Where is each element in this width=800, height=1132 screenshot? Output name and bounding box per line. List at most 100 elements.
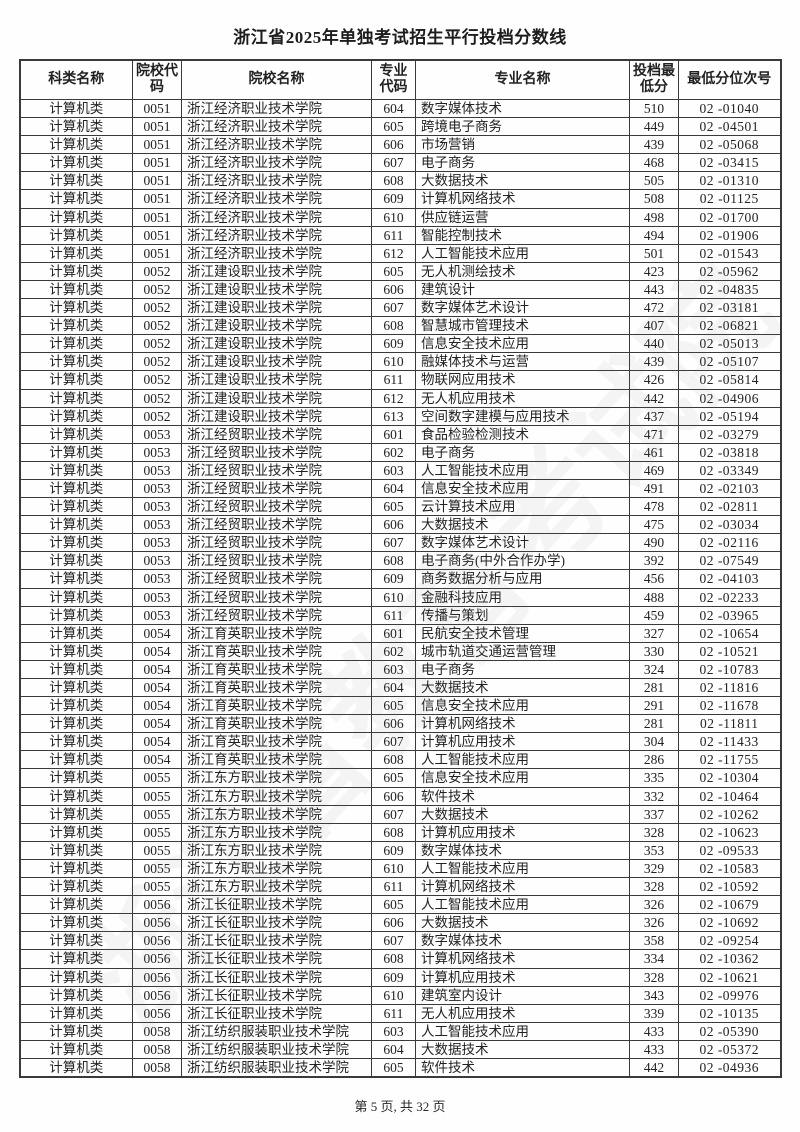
cell-college-code: 0053 [132,424,182,444]
cell-college-name: 浙江育英职业技术学院 [181,677,372,698]
cell-major-name: 计算机应用技术 [415,967,630,987]
cell-college-name: 浙江长征职业技术学院 [181,931,372,951]
cell-min-score: 433 [629,1039,679,1059]
cell-college-name: 浙江长征职业技术学院 [181,895,372,915]
cell-college-code: 0054 [132,659,182,680]
cell-major-name: 传播与策划 [415,605,630,625]
cell-min-rank: 02 -04906 [678,388,781,408]
table-row: 计算机类 0052 浙江建设职业技术学院 612 无人机应用技术 442 02 -04906 [19,388,781,408]
cell-major-code: 603 [371,1021,416,1041]
cell-min-score: 472 [629,298,679,318]
cell-category: 计算机类 [19,623,133,643]
cell-major-name: 计算机网络技术 [415,189,630,209]
cell-min-rank: 02 -10464 [678,786,781,806]
header-min-score: 投档最低分 [629,59,679,100]
cell-college-code: 0054 [132,732,182,752]
cell-major-code: 611 [371,370,416,390]
table-row: 计算机类 0054 浙江育英职业技术学院 602 城市轨道交通运营管理 330 02 -10… [19,641,781,661]
cell-min-rank: 02 -05107 [678,352,781,372]
cell-min-rank: 02 -07549 [678,551,781,571]
cell-min-rank: 02 -03818 [678,442,781,462]
cell-college-code: 0056 [132,895,182,915]
cell-major-name: 大数据技术 [415,913,630,933]
cell-major-code: 610 [371,858,416,879]
cell-category: 计算机类 [19,388,133,408]
cell-min-score: 339 [629,1003,679,1023]
cell-college-code: 0052 [132,298,182,318]
cell-college-name: 浙江长征职业技术学院 [181,1003,372,1023]
cell-major-code: 612 [371,243,416,263]
cell-min-rank: 02 -01310 [678,171,781,191]
cell-college-name: 浙江经济职业技术学院 [181,98,372,119]
cell-major-name: 大数据技术 [415,1039,630,1059]
cell-major-code: 607 [371,298,416,318]
cell-college-code: 0053 [132,533,182,553]
table-row: 计算机类 0054 浙江育英职业技术学院 603 电子商务 324 02 -10783 [19,659,781,680]
cell-major-code: 607 [371,931,416,951]
cell-min-rank: 02 -10783 [678,659,781,680]
cell-major-code: 602 [371,641,416,661]
cell-college-code: 0053 [132,569,182,589]
cell-college-code: 0053 [132,478,182,499]
table-row: 计算机类 0053 浙江经贸职业技术学院 604 信息安全技术应用 491 02 -0210… [19,478,781,499]
table-row: 计算机类 0056 浙江长征职业技术学院 607 数字媒体技术 358 02 -09254 [19,931,781,951]
cell-college-code: 0055 [132,822,182,842]
cell-category: 计算机类 [19,551,133,571]
cell-min-score: 490 [629,533,679,553]
cell-major-code: 610 [371,207,416,227]
table-row: 计算机类 0051 浙江经济职业技术学院 610 供应链运营 498 02 -01700 [19,207,781,227]
cell-category: 计算机类 [19,1003,133,1023]
cell-min-score: 471 [629,424,679,444]
cell-min-score: 407 [629,316,679,336]
header-category: 科类名称 [19,59,133,100]
cell-major-code: 606 [371,279,416,300]
cell-major-name: 供应链运营 [415,207,630,227]
table-row: 计算机类 0053 浙江经贸职业技术学院 608 电子商务(中外合作办学) 392 02 -… [19,551,781,571]
table-row: 计算机类 0055 浙江东方职业技术学院 611 计算机网络技术 328 02 -10592 [19,877,781,897]
cell-major-code: 602 [371,442,416,462]
cell-category: 计算机类 [19,1039,133,1059]
cell-category: 计算机类 [19,189,133,209]
cell-min-score: 439 [629,352,679,372]
table-row: 计算机类 0051 浙江经济职业技术学院 611 智能控制技术 494 02 -01906 [19,225,781,245]
cell-category: 计算机类 [19,786,133,806]
cell-major-code: 611 [371,877,416,897]
cell-min-rank: 02 -01700 [678,207,781,227]
cell-major-name: 人工智能技术应用 [415,895,630,915]
cell-college-name: 浙江东方职业技术学院 [181,840,372,860]
cell-college-code: 0051 [132,98,182,119]
cell-category: 计算机类 [19,677,133,698]
cell-min-score: 358 [629,931,679,951]
table-row: 计算机类 0053 浙江经贸职业技术学院 606 大数据技术 475 02 -03034 [19,515,781,535]
cell-major-code: 606 [371,786,416,806]
cell-college-code: 0053 [132,587,182,607]
cell-college-code: 0051 [132,225,182,245]
cell-major-code: 608 [371,551,416,571]
cell-category: 计算机类 [19,913,133,933]
cell-category: 计算机类 [19,243,133,263]
table-row: 计算机类 0053 浙江经贸职业技术学院 603 人工智能技术应用 469 02 -0334… [19,460,781,480]
cell-college-name: 浙江经济职业技术学院 [181,207,372,227]
cell-category: 计算机类 [19,424,133,444]
cell-min-rank: 02 -09976 [678,985,781,1005]
cell-major-code: 611 [371,225,416,245]
cell-major-name: 人工智能技术应用 [415,858,630,879]
table-row: 计算机类 0058 浙江纺织服装职业技术学院 605 软件技术 442 02 -04936 [19,1057,781,1078]
cell-major-name: 软件技术 [415,1057,630,1078]
cell-min-score: 469 [629,460,679,480]
cell-min-rank: 02 -02233 [678,587,781,607]
cell-college-code: 0053 [132,515,182,535]
cell-min-score: 328 [629,877,679,897]
cell-min-score: 334 [629,949,679,969]
cell-college-name: 浙江长征职业技术学院 [181,967,372,987]
cell-category: 计算机类 [19,895,133,915]
cell-college-code: 0052 [132,406,182,426]
cell-min-rank: 02 -10692 [678,913,781,933]
cell-college-code: 0052 [132,388,182,408]
cell-major-code: 608 [371,949,416,969]
cell-major-name: 数字媒体技术 [415,931,630,951]
table-row: 计算机类 0052 浙江建设职业技术学院 607 数字媒体艺术设计 472 02 -0318… [19,298,781,318]
cell-college-name: 浙江经贸职业技术学院 [181,442,372,462]
table-row: 计算机类 0051 浙江经济职业技术学院 607 电子商务 468 02 -03415 [19,153,781,173]
